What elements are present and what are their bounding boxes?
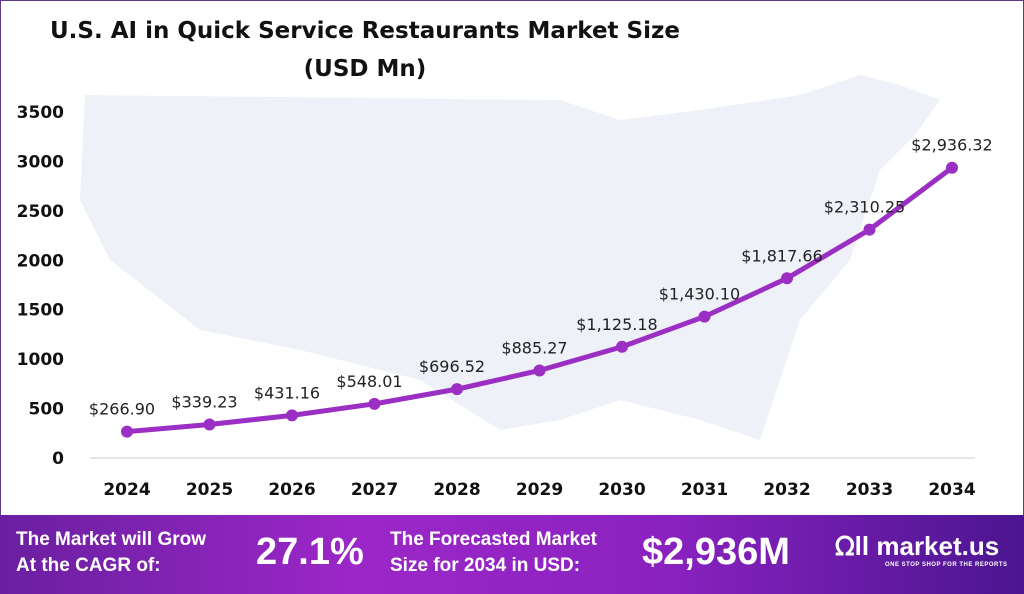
market-us-logo: ᘯll market.us ONE STOP SHOP FOR THE REPOR… xyxy=(835,531,1008,569)
data-point xyxy=(946,161,958,174)
cagr-label-line1: The Market will Grow xyxy=(16,529,207,550)
data-point xyxy=(203,418,216,431)
data-point xyxy=(533,364,546,377)
data-point xyxy=(616,340,628,353)
title-text: U.S. AI in Quick Service Restaurants Mar… xyxy=(49,18,680,44)
line-chart: 0 500 1000 1500 2000 2500 3000 3500 2024 2025 2026… xyxy=(17,75,993,500)
logo-tagline: ONE STOP SHOP FOR THE REPORTS xyxy=(885,562,1008,568)
x-tick-label: 2028 xyxy=(433,480,480,500)
y-tick-label: 3500 xyxy=(17,103,64,123)
us-map-background xyxy=(80,75,940,440)
x-tick-label: 2032 xyxy=(763,480,810,500)
data-point xyxy=(698,310,711,323)
data-label: $266.90 xyxy=(89,400,155,419)
x-tick-label: 2027 xyxy=(351,480,398,500)
data-point xyxy=(451,383,463,396)
data-label: $339.23 xyxy=(171,392,237,411)
x-tick-label: 2025 xyxy=(186,480,233,500)
data-label: $885.27 xyxy=(501,338,567,357)
forecast-value: $2,936M xyxy=(642,531,790,573)
data-label: $1,430.10 xyxy=(659,285,740,304)
data-label: $431.16 xyxy=(254,383,320,402)
data-point xyxy=(781,272,793,285)
logo-icon: ᘯll xyxy=(835,531,877,561)
cagr-label: The Market will Grow At the CAGR of: xyxy=(16,527,206,579)
data-point xyxy=(286,409,298,422)
subtitle-text: (USD Mn) xyxy=(303,56,427,82)
forecast-label-line2: Size for 2034 in USD: xyxy=(390,555,581,576)
data-point xyxy=(368,397,381,410)
x-tick-label: 2026 xyxy=(268,480,315,500)
y-tick-label: 3000 xyxy=(17,152,64,172)
y-tick-label: 1500 xyxy=(17,301,64,321)
x-tick-label: 2030 xyxy=(598,480,645,500)
x-tick-label: 2034 xyxy=(928,480,975,500)
data-label: $2,936.32 xyxy=(911,136,992,155)
cagr-label-line2: At the CAGR of: xyxy=(16,555,161,576)
data-point xyxy=(121,425,133,438)
chart-title: U.S. AI in Quick Service Restaurants Mar… xyxy=(0,12,730,88)
forecast-label-line1: The Forecasted Market xyxy=(390,529,597,550)
y-tick-label: 0 xyxy=(52,449,64,469)
y-tick-label: 500 xyxy=(29,400,65,420)
cagr-value: 27.1% xyxy=(256,531,364,573)
data-label: $548.01 xyxy=(336,372,402,391)
data-label: $696.52 xyxy=(419,357,485,376)
logo-text: market.us xyxy=(876,531,1000,561)
summary-banner: The Market will Grow At the CAGR of: 27.1… xyxy=(0,515,1024,594)
x-tick-label: 2024 xyxy=(103,480,150,500)
forecast-label: The Forecasted Market Size for 2034 in US… xyxy=(390,527,597,579)
x-tick-label: 2031 xyxy=(681,480,728,500)
x-tick-label: 2029 xyxy=(516,480,563,500)
y-tick-label: 2000 xyxy=(17,251,64,271)
x-tick-label: 2033 xyxy=(846,480,893,500)
data-label: $1,817.66 xyxy=(741,246,822,265)
data-label: $1,125.18 xyxy=(576,315,657,334)
y-tick-label: 2500 xyxy=(17,202,64,222)
data-label: $2,310.25 xyxy=(824,198,905,217)
data-point xyxy=(863,223,876,236)
y-tick-label: 1000 xyxy=(17,350,64,370)
